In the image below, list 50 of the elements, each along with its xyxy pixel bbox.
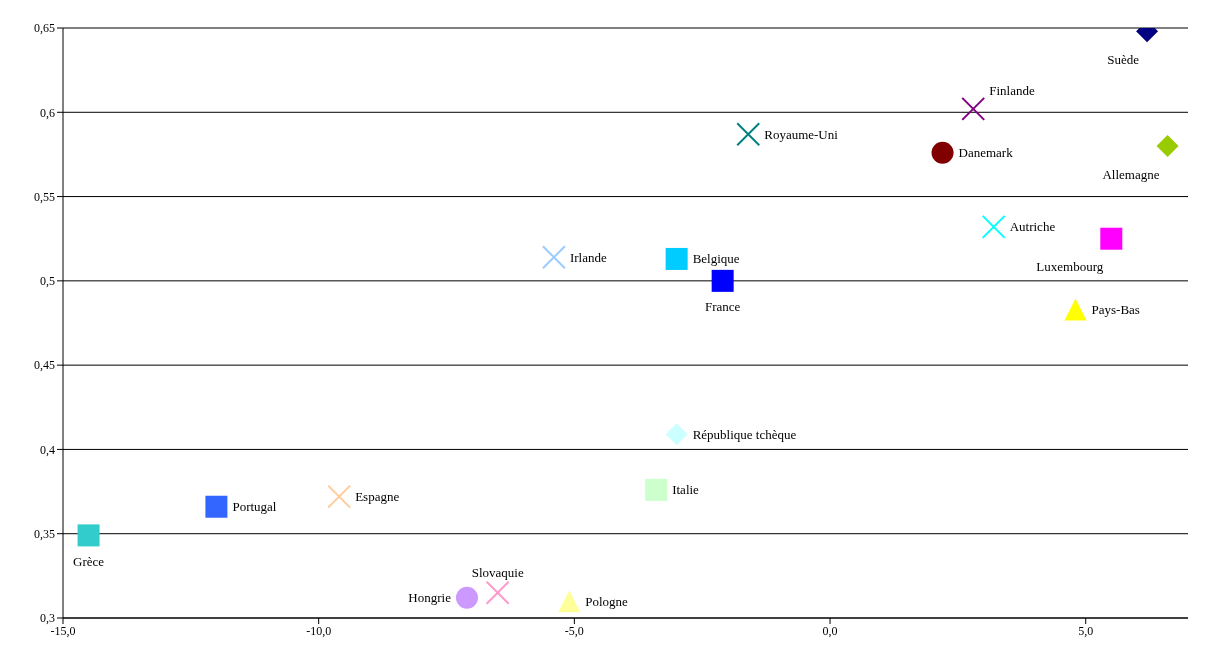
y-tick-label: 0,4 bbox=[40, 442, 55, 457]
point bbox=[1156, 135, 1179, 157]
series-label: République tchèque bbox=[692, 426, 797, 442]
y-tick-label: 0,6 bbox=[40, 105, 55, 120]
point bbox=[1100, 227, 1123, 250]
series-label: Espagne bbox=[355, 489, 400, 505]
x-tick-label: -10,0 bbox=[306, 623, 332, 638]
point bbox=[1064, 298, 1087, 321]
point bbox=[205, 495, 228, 518]
point bbox=[665, 423, 688, 446]
point bbox=[665, 247, 688, 270]
point bbox=[736, 122, 761, 147]
point bbox=[931, 141, 954, 164]
point bbox=[77, 524, 100, 547]
series-label: Belgique bbox=[692, 251, 740, 267]
series-label: Suède bbox=[1107, 51, 1140, 67]
point bbox=[981, 214, 1006, 239]
series-label: Pologne bbox=[585, 593, 629, 609]
point bbox=[711, 269, 734, 292]
point bbox=[961, 96, 986, 121]
series-label: Royaume-Uni bbox=[764, 126, 839, 142]
x-tick-label: -5,0 bbox=[564, 623, 584, 638]
series-label: Finlande bbox=[989, 83, 1035, 99]
series-label: Allemagne bbox=[1102, 166, 1160, 182]
y-tick-label: 0,5 bbox=[40, 274, 55, 289]
y-tick-label: 0,55 bbox=[34, 189, 55, 204]
series-label: Pays-Bas bbox=[1091, 302, 1140, 318]
series-label: Luxembourg bbox=[1036, 259, 1104, 275]
series-label: Slovaquie bbox=[471, 565, 524, 581]
x-tick-label: 5,0 bbox=[1078, 623, 1094, 638]
x-tick-label: -15,0 bbox=[50, 623, 76, 638]
series-label: Irlande bbox=[569, 249, 607, 265]
series-label: Italie bbox=[672, 482, 700, 498]
point bbox=[485, 580, 510, 605]
series-label: Grèce bbox=[73, 553, 105, 569]
x-tick-label: 0,0 bbox=[822, 623, 838, 638]
series-label: Autriche bbox=[1009, 219, 1056, 235]
series-label: Hongrie bbox=[408, 590, 452, 606]
point bbox=[327, 484, 352, 509]
series-label: Danemark bbox=[958, 145, 1014, 161]
y-tick-label: 0,3 bbox=[40, 611, 55, 626]
y-tick-label: 0,35 bbox=[34, 526, 55, 541]
y-tick-label: 0,65 bbox=[34, 21, 55, 36]
series-label: Portugal bbox=[232, 499, 277, 515]
series-label: France bbox=[704, 299, 741, 315]
point bbox=[455, 586, 478, 609]
y-tick-label: 0,45 bbox=[34, 358, 55, 373]
point bbox=[558, 590, 581, 613]
point bbox=[645, 478, 668, 501]
point bbox=[541, 245, 566, 270]
